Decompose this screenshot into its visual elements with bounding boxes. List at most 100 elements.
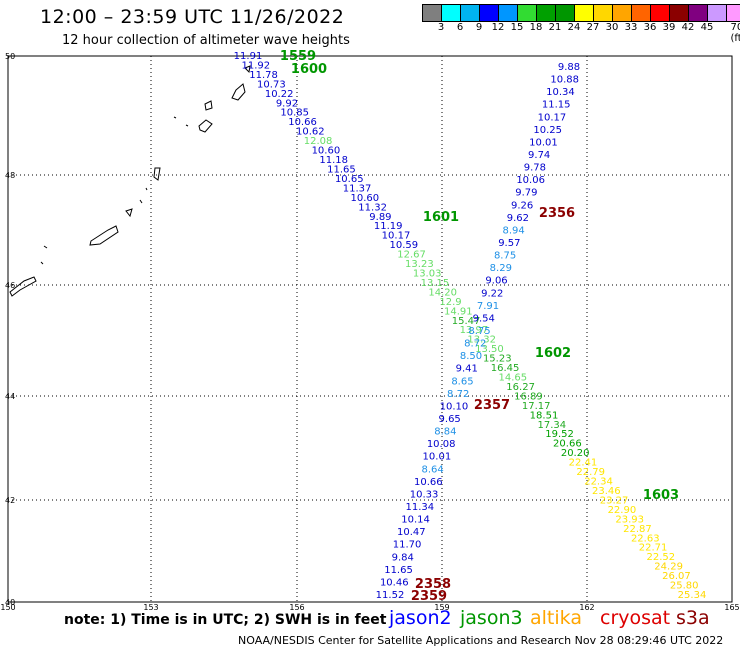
lon-tick-label: 159 <box>434 603 449 612</box>
wave-height-value: 13.15 <box>421 278 450 289</box>
wave-height-value: 9.62 <box>507 213 529 224</box>
color-scale-tick-label: 30 <box>605 22 619 33</box>
wave-height-value: 23.46 <box>592 486 621 497</box>
wave-height-value: 10.33 <box>410 489 439 500</box>
wave-height-value: 15.47 <box>452 316 481 327</box>
wave-height-value: 22.63 <box>631 533 660 544</box>
footer-note: note: 1) Time is in UTC; 2) SWH is in fe… <box>64 612 387 628</box>
color-scale-tick-label: 3 <box>437 22 445 33</box>
color-swatch <box>708 5 727 21</box>
pass-time-label: 1602 <box>535 346 571 361</box>
wave-height-value: 10.34 <box>546 87 575 98</box>
lat-tick-label: 40 <box>5 598 15 607</box>
pass-time-label: 2359 <box>411 589 447 604</box>
pass-time-label: 1601 <box>423 210 459 225</box>
satellite-legend-item: altika <box>530 607 582 629</box>
wave-height-value: 11.37 <box>343 183 372 194</box>
wave-height-value: 25.80 <box>670 581 699 592</box>
wave-height-value: 9.88 <box>558 62 580 73</box>
wave-height-value: 24.29 <box>654 562 683 573</box>
wave-height-value: 11.65 <box>384 565 413 576</box>
island-shape <box>89 225 119 246</box>
wave-height-value: 8.72 <box>464 339 486 350</box>
color-scale-tick-label: 21 <box>548 22 562 33</box>
credit-line: NOAA/NESDIS Center for Satellite Applica… <box>238 634 724 647</box>
chart-subtitle: 12 hour collection of altimeter wave hei… <box>62 33 350 48</box>
wave-height-value: 9.79 <box>515 188 537 199</box>
wave-height-value: 11.65 <box>327 164 356 175</box>
color-swatch <box>632 5 651 21</box>
wave-height-value: 10.59 <box>389 240 418 251</box>
island-shape <box>125 208 133 218</box>
wave-height-value: 22.90 <box>608 505 637 516</box>
color-scale-tick-label: 45 <box>700 22 714 33</box>
satellite-legend-item: s3a <box>676 607 710 629</box>
pass-time-label: 2357 <box>474 398 510 413</box>
wave-height-value: 11.91 <box>234 51 263 62</box>
wave-height-value: 11.18 <box>319 155 348 166</box>
wave-height-value: 23.27 <box>600 495 629 506</box>
color-scale-tick-label: 6 <box>456 22 464 33</box>
color-scale-tick-label: 27 <box>586 22 600 33</box>
wave-height-value: 10.47 <box>397 527 426 538</box>
wave-height-value: 10.06 <box>516 175 545 186</box>
pass-time-label: 1559 <box>280 49 316 64</box>
color-scale-tick-label: 42 <box>681 22 695 33</box>
track-b-values: 9.8810.8810.3411.1510.1710.2510.019.749.… <box>376 62 580 601</box>
lat-lon-grid: 150 153 156 159 162 165 50 48 46 44 42 40 <box>0 52 739 612</box>
wave-height-value: 14.91 <box>444 306 473 317</box>
wave-height-value: 11.92 <box>241 60 270 71</box>
wave-height-value: 13.03 <box>413 268 442 279</box>
wave-height-value: 11.78 <box>249 70 278 81</box>
satellite-legend-item: cryosat <box>600 607 671 629</box>
chart-title: 12:00 – 23:59 UTC 11/26/2022 <box>40 6 345 28</box>
wave-height-value: 8.50 <box>460 351 482 362</box>
wave-height-value: 8.94 <box>502 225 524 236</box>
lon-tick-label: 165 <box>724 603 739 612</box>
lat-tick-label: 42 <box>5 496 15 505</box>
wave-height-value: 14.20 <box>428 287 457 298</box>
wave-height-value: 10.14 <box>401 515 430 526</box>
color-swatch <box>575 5 594 21</box>
wave-height-value: 9.78 <box>524 163 546 174</box>
wave-height-value: 9.92 <box>276 98 298 109</box>
color-scale-tick-label: 39 <box>662 22 676 33</box>
wave-height-value: 10.46 <box>380 577 409 588</box>
wave-height-value: 11.15 <box>542 100 571 111</box>
wave-height-value: 22.41 <box>569 458 598 469</box>
wave-height-value: 10.66 <box>288 117 317 128</box>
color-scale-tick-label: 33 <box>624 22 638 33</box>
wave-height-value: 8.64 <box>421 464 443 475</box>
coastline <box>9 65 251 297</box>
wave-height-value: 16.45 <box>491 363 520 374</box>
wave-height-value: 12.9 <box>439 297 461 308</box>
wave-height-value: 11.52 <box>376 590 405 601</box>
wave-height-value: 16.89 <box>514 391 543 402</box>
wave-height-value: 15.23 <box>483 354 512 365</box>
wave-height-value: 22.34 <box>584 477 613 488</box>
color-scale-tick-label: 15 <box>510 22 524 33</box>
wave-height-value: 9.74 <box>528 150 550 161</box>
lon-tick-label: 162 <box>579 603 594 612</box>
wave-height-value: 9.26 <box>511 200 533 211</box>
wave-height-value: 8.75 <box>494 251 516 262</box>
wave-height-value: 20.66 <box>553 439 582 450</box>
island-shape <box>244 65 251 74</box>
wave-height-value: 13.97 <box>460 325 489 336</box>
wave-height-value: 13.32 <box>467 335 496 346</box>
color-swatch <box>442 5 461 21</box>
wave-height-value: 11.19 <box>374 221 403 232</box>
island-shape <box>139 199 143 204</box>
wave-height-value: 22.87 <box>623 524 652 535</box>
wave-height-value: 10.66 <box>414 477 443 488</box>
wave-height-value: 9.41 <box>456 364 478 375</box>
lat-tick-label: 46 <box>5 281 15 290</box>
color-swatch <box>689 5 708 21</box>
color-swatch <box>461 5 480 21</box>
wave-height-value: 10.60 <box>312 146 341 157</box>
wave-height-value: 10.08 <box>427 439 456 450</box>
wave-height-value: 12.67 <box>397 250 426 261</box>
satellite-legend-item: jason3 <box>460 607 523 629</box>
